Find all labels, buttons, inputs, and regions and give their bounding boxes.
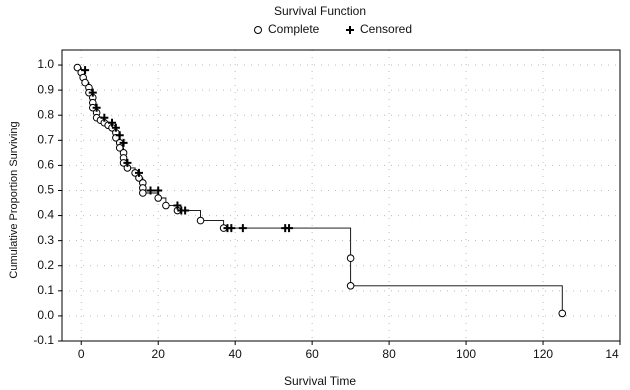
y-tick-label: 0.9 [37, 82, 54, 96]
censored-marker [115, 131, 124, 140]
complete-marker [558, 309, 567, 318]
x-tick-label: 60 [305, 347, 319, 361]
y-tick-label: 0.0 [37, 308, 54, 322]
y-tick-label: 0.4 [37, 208, 54, 222]
x-tick-label: 40 [228, 347, 242, 361]
legend-label: Censored [360, 22, 412, 36]
censored-marker [111, 123, 120, 132]
x-tick-label: 100 [456, 347, 476, 361]
complete-marker [154, 194, 163, 202]
censored-marker [100, 113, 109, 122]
plot-frame [61, 49, 621, 342]
censored-marker [119, 138, 128, 147]
censored-marker [285, 224, 294, 233]
legend-marker [254, 26, 262, 34]
complete-marker [346, 282, 355, 290]
x-tick-label: 80 [382, 347, 396, 361]
y-tick-label: 0.3 [37, 233, 54, 247]
censored-marker [146, 186, 155, 195]
complete-marker [196, 216, 205, 225]
complete-marker [81, 78, 89, 87]
x-tick-label: 120 [533, 347, 553, 361]
complete-marker [139, 189, 147, 197]
y-tick-label: 1.0 [37, 57, 54, 71]
x-tick-label: 20 [152, 347, 166, 361]
censored-marker [123, 158, 132, 167]
x-axis-label: Survival Time [284, 374, 356, 388]
complete-marker [162, 201, 170, 210]
survival-step [223, 227, 352, 259]
censored-marker [238, 224, 247, 233]
legend-marker [346, 26, 354, 34]
legend-label: Complete [268, 22, 320, 36]
y-tick-label: 0.2 [37, 258, 54, 272]
censored-marker [134, 168, 143, 177]
censored-marker [227, 224, 236, 233]
censored-marker [88, 88, 97, 97]
y-tick-label: 0.6 [37, 158, 54, 172]
y-tick-label: 0.5 [37, 183, 54, 197]
complete-marker [346, 254, 355, 263]
chart-title: Survival Function [274, 4, 366, 18]
y-tick-label: 0.7 [37, 132, 54, 146]
y-tick-label: 0.8 [37, 107, 54, 121]
censored-marker [92, 103, 101, 112]
censored-marker [154, 186, 163, 195]
x-tick-label: 14 [605, 347, 619, 361]
censored-marker [173, 201, 182, 210]
y-tick-label: 0.1 [37, 283, 54, 297]
censored-marker [81, 66, 90, 75]
complete-marker [115, 144, 124, 152]
censored-marker [108, 118, 117, 127]
x-tick-label: 0 [78, 347, 85, 361]
y-tick-label: -0.1 [33, 333, 54, 347]
survival-step [350, 285, 563, 314]
y-axis-label: Cumulative Proportion Surviving [8, 121, 20, 278]
censored-marker [181, 206, 190, 215]
complete-marker [73, 63, 82, 72]
